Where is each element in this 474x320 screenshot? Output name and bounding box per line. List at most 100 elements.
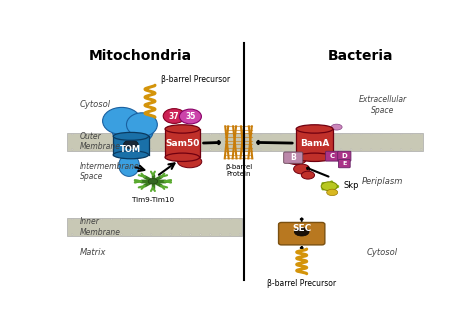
Ellipse shape [120,219,122,220]
Ellipse shape [380,134,382,135]
Ellipse shape [140,219,142,220]
Ellipse shape [229,219,231,220]
Ellipse shape [350,149,352,150]
Ellipse shape [113,151,148,159]
Ellipse shape [180,234,182,235]
Ellipse shape [71,149,73,150]
Ellipse shape [190,149,191,150]
Ellipse shape [321,182,337,191]
Ellipse shape [410,149,412,150]
Ellipse shape [71,219,73,220]
Ellipse shape [150,149,152,150]
Ellipse shape [170,234,172,235]
Text: Cytosol: Cytosol [80,100,110,109]
Ellipse shape [210,234,211,235]
Ellipse shape [410,134,412,135]
Ellipse shape [294,228,309,236]
Bar [296,129,333,157]
Ellipse shape [120,134,122,135]
Ellipse shape [296,125,333,133]
Ellipse shape [71,234,73,235]
Ellipse shape [160,134,162,135]
Text: Cytosol: Cytosol [367,248,398,257]
FancyBboxPatch shape [279,222,325,245]
Ellipse shape [370,134,372,135]
Ellipse shape [170,149,172,150]
Ellipse shape [250,149,252,150]
FancyBboxPatch shape [326,151,339,161]
Ellipse shape [300,134,302,135]
Ellipse shape [91,219,93,220]
Ellipse shape [340,149,342,150]
Text: β-barrel Precursor: β-barrel Precursor [161,75,230,84]
Ellipse shape [130,149,132,150]
Ellipse shape [200,219,201,220]
Ellipse shape [81,134,83,135]
Ellipse shape [120,149,122,150]
Ellipse shape [229,234,231,235]
Ellipse shape [400,134,402,135]
Text: Mitochondria: Mitochondria [89,49,192,63]
Ellipse shape [293,164,310,174]
Ellipse shape [111,149,112,150]
Ellipse shape [330,149,332,150]
Ellipse shape [301,171,315,179]
Ellipse shape [200,149,201,150]
Ellipse shape [179,109,201,124]
Ellipse shape [150,134,152,135]
Ellipse shape [400,149,402,150]
Ellipse shape [210,134,211,135]
Ellipse shape [340,134,342,135]
Ellipse shape [163,108,185,124]
Text: C: C [329,153,335,159]
Text: B: B [291,153,296,162]
Ellipse shape [101,234,103,235]
Ellipse shape [360,134,362,135]
Ellipse shape [210,219,211,220]
Ellipse shape [290,149,292,150]
Text: D: D [341,153,347,159]
Ellipse shape [160,149,162,150]
FancyBboxPatch shape [337,151,351,161]
Ellipse shape [81,149,83,150]
Ellipse shape [124,140,138,148]
Ellipse shape [239,234,241,235]
Ellipse shape [111,234,112,235]
Ellipse shape [160,234,162,235]
Ellipse shape [290,134,292,135]
Ellipse shape [310,134,312,135]
Text: Intermembrane
Space: Intermembrane Space [80,162,139,181]
Text: Periplasm: Periplasm [362,177,403,186]
Ellipse shape [420,149,422,150]
Text: 37: 37 [169,111,180,121]
Text: Extracellular
Space: Extracellular Space [358,95,407,115]
Ellipse shape [280,134,282,135]
Ellipse shape [91,234,93,235]
Ellipse shape [190,219,191,220]
Ellipse shape [260,134,262,135]
Ellipse shape [420,134,422,135]
Ellipse shape [180,134,182,135]
Ellipse shape [190,234,191,235]
Text: Skp: Skp [344,180,359,189]
Ellipse shape [320,134,322,135]
Ellipse shape [219,134,221,135]
Ellipse shape [178,156,202,168]
Ellipse shape [286,154,307,164]
Ellipse shape [229,149,231,150]
Ellipse shape [270,149,272,150]
Ellipse shape [130,234,132,235]
Ellipse shape [111,134,112,135]
Ellipse shape [150,219,152,220]
Ellipse shape [127,113,157,136]
Bar [165,129,200,157]
Ellipse shape [380,149,382,150]
Ellipse shape [200,234,201,235]
Ellipse shape [390,149,392,150]
Ellipse shape [327,189,337,196]
Ellipse shape [360,149,362,150]
Ellipse shape [160,219,162,220]
Ellipse shape [140,134,142,135]
Ellipse shape [170,134,172,135]
Ellipse shape [390,134,392,135]
